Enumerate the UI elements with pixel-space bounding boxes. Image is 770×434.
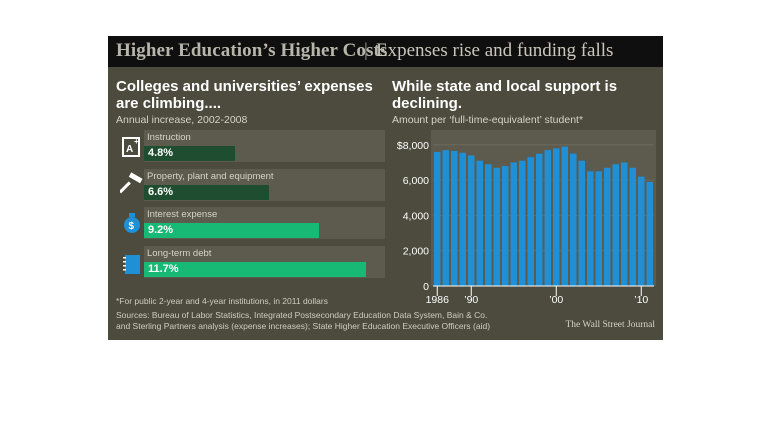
svg-text:$: $: [129, 221, 135, 232]
footnote: *For public 2-year and 4-year institutio…: [116, 296, 328, 306]
x-tick-label: ’00: [549, 294, 563, 306]
support-bar: [646, 181, 653, 286]
bar-value-label: 4.8%: [148, 147, 174, 159]
support-bar: [510, 162, 517, 286]
support-bar: [485, 164, 492, 286]
support-bar: [476, 160, 483, 286]
bar-value-label: 6.6%: [148, 186, 174, 198]
support-bar: [587, 171, 594, 286]
support-bar: [578, 160, 585, 286]
support-bar: [442, 150, 449, 286]
left-panel-title: Colleges and universities’ expenses are …: [116, 78, 373, 112]
expense-bar: [144, 223, 319, 238]
support-bar: [536, 153, 543, 286]
bar-value-label: 11.7%: [148, 263, 179, 275]
hammer-icon: [120, 172, 143, 194]
support-bar: [570, 153, 577, 286]
expense-bar-row: Property, plant and equipment 6.6%: [144, 170, 385, 200]
x-tick-label: ’90: [464, 294, 478, 306]
expense-bar-row: Instruction 4.8%: [144, 131, 385, 161]
header-subtitle: Expenses rise and funding falls: [376, 40, 614, 61]
left-panel-subtitle: Annual increase, 2002-2008: [116, 114, 248, 126]
bar-category-label: Instruction: [147, 132, 191, 143]
right-panel-title: While state and local support is declini…: [392, 78, 618, 112]
support-bar: [612, 164, 619, 286]
bar-category-label: Long-term debt: [147, 248, 212, 259]
support-bar: [527, 157, 534, 286]
support-bar: [638, 176, 645, 286]
expense-bar: [144, 262, 366, 277]
svg-text:A: A: [126, 144, 133, 155]
support-bar: [493, 167, 500, 286]
support-bar: [561, 146, 568, 286]
credit-line: The Wall Street Journal: [565, 320, 655, 330]
state-support-bar-chart: 0 2,000 4,000 6,000 $8,000 1986 ’90 ’00 ’10: [397, 130, 656, 306]
header-title: Higher Education’s Higher Costs: [116, 40, 388, 61]
sources-line-1: Sources: Bureau of Labor Statistics, Int…: [116, 310, 488, 320]
expense-bar-row: Interest expense 9.2%: [144, 208, 385, 238]
support-bar: [553, 148, 560, 286]
support-bar: [544, 150, 551, 286]
bar-value-label: 9.2%: [148, 224, 174, 236]
support-bar: [629, 167, 636, 286]
sources-line-2: and Sterling Partners analysis (expense …: [116, 321, 491, 331]
header-bar: Higher Education’s Higher Costs | Expens…: [108, 36, 663, 67]
support-bar: [451, 151, 458, 286]
money-bag-icon: $: [124, 213, 140, 233]
svg-text:+: +: [134, 137, 139, 146]
x-tick-label: 1986: [426, 294, 450, 306]
instruction-icon: A +: [122, 137, 140, 157]
expense-bar: [144, 146, 235, 161]
y-tick-label: 2,000: [403, 246, 429, 258]
y-tick-label: 0: [423, 281, 429, 293]
support-bar: [621, 162, 628, 286]
support-bar: [519, 160, 526, 286]
expense-bar: [144, 185, 269, 200]
support-bar: [604, 167, 611, 286]
support-bar: [459, 152, 466, 286]
support-bar: [468, 155, 475, 286]
bar-category-label: Interest expense: [147, 209, 218, 220]
header-separator: |: [364, 40, 368, 61]
bar-category-label: Property, plant and equipment: [147, 171, 274, 182]
y-tick-label: 6,000: [403, 175, 429, 187]
y-tick-label: 4,000: [403, 210, 429, 222]
debt-book-icon: [123, 255, 140, 274]
expense-bar-row: Long-term debt 11.7%: [144, 247, 385, 277]
support-bar: [502, 166, 509, 286]
x-tick-label: ’10: [634, 294, 648, 306]
support-bar: [595, 171, 602, 286]
support-bar: [434, 151, 441, 286]
y-tick-label: $8,000: [397, 140, 429, 152]
right-panel-subtitle: Amount per ‘full-time-equivalent’ studen…: [392, 114, 584, 126]
infographic: Higher Education’s Higher Costs | Expens…: [108, 36, 663, 340]
